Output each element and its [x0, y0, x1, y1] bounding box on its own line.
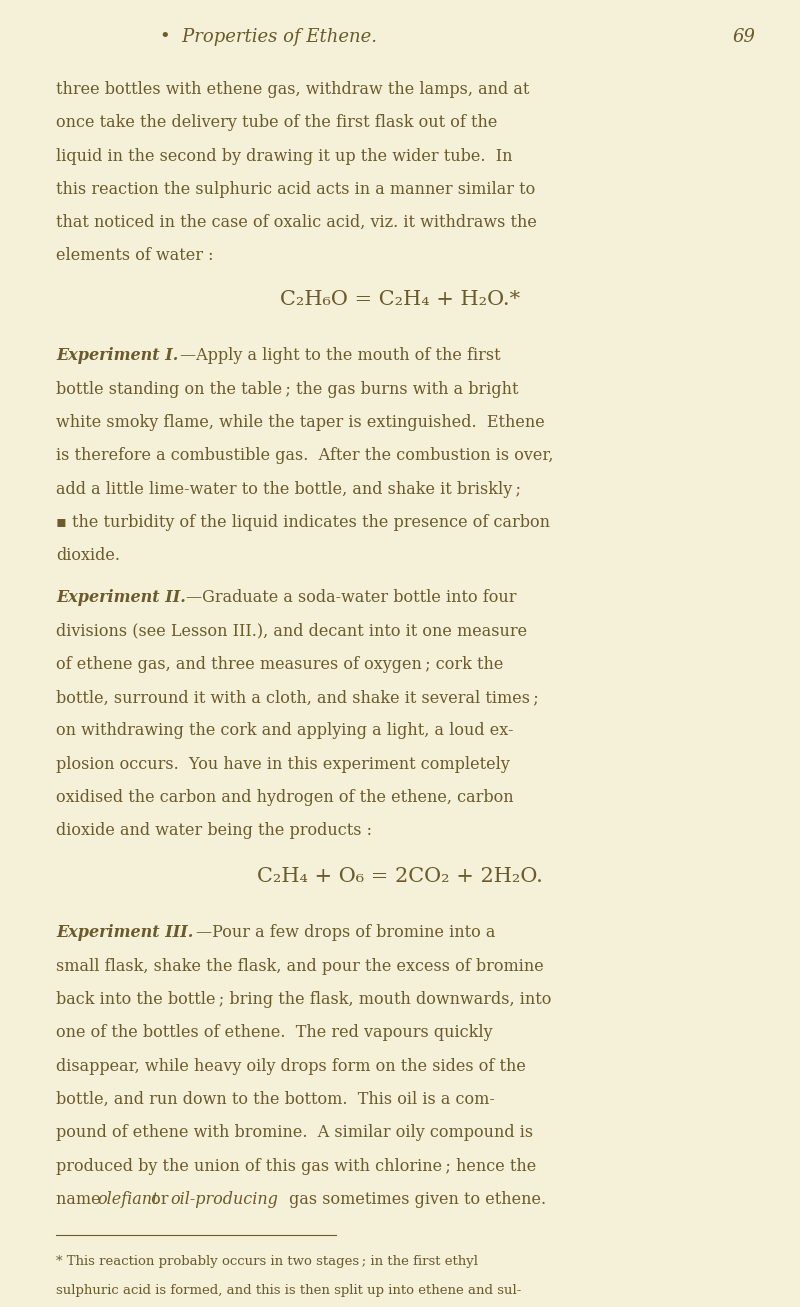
Text: on withdrawing the cork and applying a light, a loud ex-: on withdrawing the cork and applying a l… — [56, 723, 514, 740]
Text: is therefore a combustible gas.  After the combustion is over,: is therefore a combustible gas. After th… — [56, 447, 554, 464]
Text: that noticed in the case of oxalic acid, viz. it withdraws the: that noticed in the case of oxalic acid,… — [56, 214, 537, 231]
Text: add a little lime-water to the bottle, and shake it briskly ;: add a little lime-water to the bottle, a… — [56, 481, 521, 498]
Text: this reaction the sulphuric acid acts in a manner similar to: this reaction the sulphuric acid acts in… — [56, 180, 535, 197]
Text: plosion occurs.  You have in this experiment completely: plosion occurs. You have in this experim… — [56, 755, 510, 772]
Text: of ethene gas, and three measures of oxygen ; cork the: of ethene gas, and three measures of oxy… — [56, 656, 503, 673]
Text: pound of ethene with bromine.  A similar oily compound is: pound of ethene with bromine. A similar … — [56, 1124, 533, 1141]
Text: C₂H₆O = C₂H₄ + H₂O.*: C₂H₆O = C₂H₄ + H₂O.* — [280, 290, 520, 308]
Text: liquid in the second by drawing it up the wider tube.  In: liquid in the second by drawing it up th… — [56, 148, 513, 165]
Text: dioxide.: dioxide. — [56, 548, 120, 565]
Text: Experiment II.: Experiment II. — [56, 589, 186, 606]
Text: one of the bottles of ethene.  The red vapours quickly: one of the bottles of ethene. The red va… — [56, 1025, 493, 1042]
Text: bottle, and run down to the bottom.  This oil is a com-: bottle, and run down to the bottom. This… — [56, 1091, 495, 1108]
Text: white smoky flame, while the taper is extinguished.  Ethene: white smoky flame, while the taper is ex… — [56, 414, 545, 431]
Text: or: or — [146, 1191, 174, 1208]
Text: elements of water :: elements of water : — [56, 247, 214, 264]
Text: divisions (see Lesson III.), and decant into it one measure: divisions (see Lesson III.), and decant … — [56, 622, 527, 639]
Text: disappear, while heavy oily drops form on the sides of the: disappear, while heavy oily drops form o… — [56, 1057, 526, 1074]
Text: olefiant: olefiant — [98, 1191, 159, 1208]
Text: bottle standing on the table ; the gas burns with a bright: bottle standing on the table ; the gas b… — [56, 380, 518, 397]
Text: Experiment I.: Experiment I. — [56, 348, 178, 365]
Text: sulphuric acid is formed, and this is then split up into ethene and sul-: sulphuric acid is formed, and this is th… — [56, 1283, 522, 1297]
Text: dioxide and water being the products :: dioxide and water being the products : — [56, 822, 372, 839]
Text: bottle, surround it with a cloth, and shake it several times ;: bottle, surround it with a cloth, and sh… — [56, 689, 538, 706]
Text: once take the delivery tube of the first flask out of the: once take the delivery tube of the first… — [56, 114, 498, 131]
Text: oil-producing: oil-producing — [170, 1191, 278, 1208]
Text: oxidised the carbon and hydrogen of the ethene, carbon: oxidised the carbon and hydrogen of the … — [56, 789, 514, 806]
Text: Experiment III.: Experiment III. — [56, 924, 194, 941]
Text: back into the bottle ; bring the flask, mouth downwards, into: back into the bottle ; bring the flask, … — [56, 991, 551, 1008]
Text: produced by the union of this gas with chlorine ; hence the: produced by the union of this gas with c… — [56, 1158, 536, 1175]
Text: * This reaction probably occurs in two stages ; in the first ethyl: * This reaction probably occurs in two s… — [56, 1255, 478, 1268]
Text: gas sometimes given to ethene.: gas sometimes given to ethene. — [284, 1191, 546, 1208]
Text: —Graduate a soda-water bottle into four: —Graduate a soda-water bottle into four — [186, 589, 517, 606]
Text: name: name — [56, 1191, 106, 1208]
Text: 69: 69 — [733, 27, 755, 46]
Text: —Pour a few drops of bromine into a: —Pour a few drops of bromine into a — [196, 924, 495, 941]
Text: C₂H₄ + O₆ = 2CO₂ + 2H₂O.: C₂H₄ + O₆ = 2CO₂ + 2H₂O. — [257, 867, 543, 886]
Text: ▪ the turbidity of the liquid indicates the presence of carbon: ▪ the turbidity of the liquid indicates … — [56, 514, 550, 531]
Text: •  Properties of Ethene.: • Properties of Ethene. — [160, 27, 377, 46]
Text: three bottles with ethene gas, withdraw the lamps, and at: three bottles with ethene gas, withdraw … — [56, 81, 530, 98]
Text: —Apply a light to the mouth of the first: —Apply a light to the mouth of the first — [180, 348, 501, 365]
Text: small flask, shake the flask, and pour the excess of bromine: small flask, shake the flask, and pour t… — [56, 958, 544, 975]
